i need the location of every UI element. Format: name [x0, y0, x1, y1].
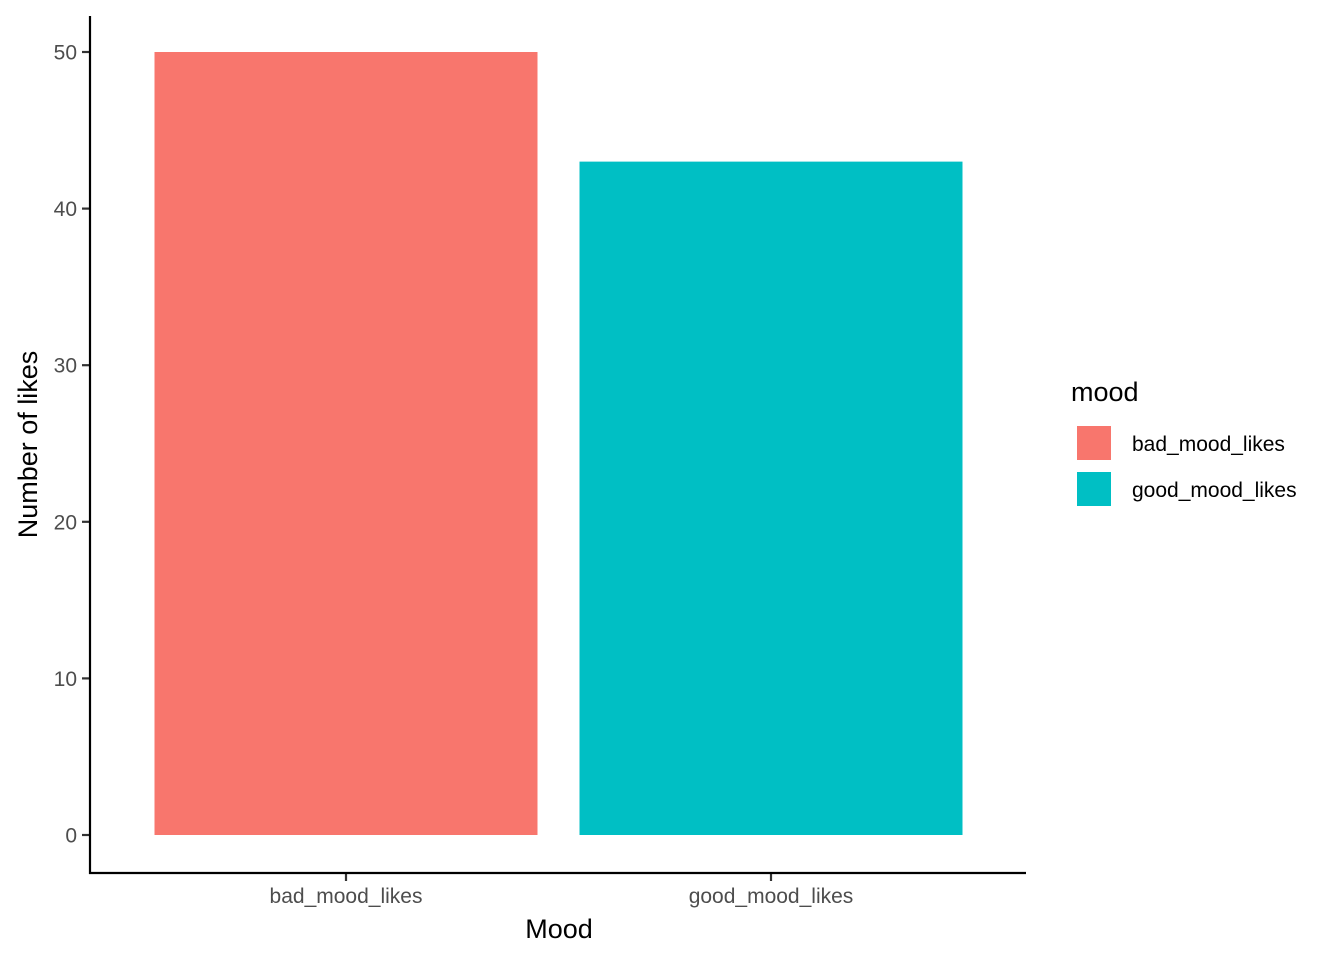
bars — [154, 52, 963, 835]
legend-title: mood — [1071, 377, 1139, 407]
x-axis-title: Mood — [525, 914, 593, 944]
y-tick-label: 50 — [54, 42, 77, 65]
y-tick-label: 30 — [54, 355, 77, 378]
x-tick-label: bad_mood_likes — [270, 885, 423, 908]
legend-label: good_mood_likes — [1132, 479, 1297, 502]
y-tick-label: 10 — [54, 668, 77, 691]
x-tick-label: good_mood_likes — [689, 885, 854, 908]
y-tick-label: 20 — [54, 511, 77, 534]
bar-bad-mood-likes — [154, 52, 538, 835]
x-axis-ticks: bad_mood_likes good_mood_likes — [270, 873, 854, 908]
legend: mood bad_mood_likes good_mood_likes — [1071, 377, 1297, 506]
legend-key-good-mood-likes — [1077, 472, 1111, 506]
bar-good-mood-likes — [579, 161, 963, 835]
legend-key-bad-mood-likes — [1077, 426, 1111, 460]
y-tick-label: 0 — [65, 825, 77, 848]
y-tick-label: 40 — [54, 198, 77, 221]
y-axis-title: Number of likes — [13, 351, 43, 539]
y-axis-ticks: 0 10 20 30 40 50 — [54, 42, 90, 848]
legend-label: bad_mood_likes — [1132, 433, 1285, 456]
